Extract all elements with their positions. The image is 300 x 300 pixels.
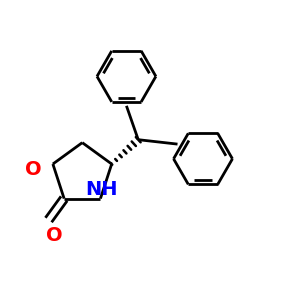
Text: NH: NH (85, 180, 118, 199)
Text: O: O (46, 226, 63, 245)
Text: O: O (26, 160, 42, 178)
